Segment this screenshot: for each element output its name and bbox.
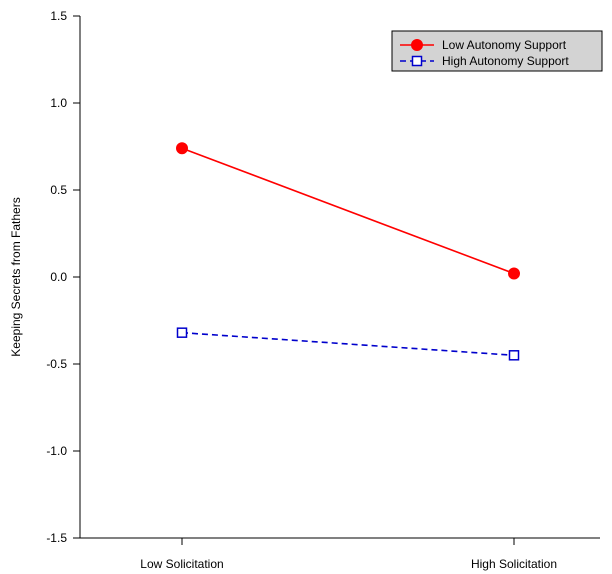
legend: Low Autonomy Support High Autonomy Suppor…	[391, 30, 603, 72]
y-tick-label: 1.5	[50, 9, 67, 23]
data-point-legend-2	[411, 55, 423, 67]
legend-label: High Autonomy Support	[442, 54, 569, 68]
y-tick-label: -1.5	[46, 531, 67, 545]
series-1	[176, 142, 520, 280]
legend-label: Low Autonomy Support	[442, 38, 567, 52]
legend-box	[391, 30, 603, 72]
data-point-legend-1	[411, 39, 423, 51]
data-point-2-1	[176, 327, 188, 338]
data-point-1-2	[508, 267, 520, 280]
y-tick-label: 0.5	[50, 183, 67, 197]
legend-entry-2: High Autonomy Support	[400, 54, 569, 68]
y-tick-label: 1.0	[50, 96, 67, 110]
y-tick-label: 0.0	[50, 270, 67, 284]
y-tick-label: -1.0	[46, 444, 67, 458]
legend-entry-1: Low Autonomy Support	[400, 38, 567, 52]
x-ticks: Low Solicitation High Solicitation	[140, 538, 557, 571]
data-point-1-1	[176, 142, 188, 155]
series-line	[181, 147, 515, 275]
y-tick-label: -0.5	[46, 357, 67, 371]
axes	[79, 16, 600, 539]
series-line	[181, 331, 515, 357]
x-tick-label: High Solicitation	[471, 557, 557, 571]
series-2	[176, 327, 520, 361]
legend-items: Low Autonomy Support High Autonomy Suppor…	[400, 38, 569, 68]
x-tick-label: Low Solicitation	[140, 557, 223, 571]
y-axis-label: Keeping Secrets from Fathers	[9, 197, 23, 356]
y-ticks: -1.5 -1.0 -0.5 0.0 0.5 1.0 1.5	[46, 9, 80, 545]
series-layer	[176, 142, 520, 361]
data-point-2-2	[508, 350, 520, 361]
